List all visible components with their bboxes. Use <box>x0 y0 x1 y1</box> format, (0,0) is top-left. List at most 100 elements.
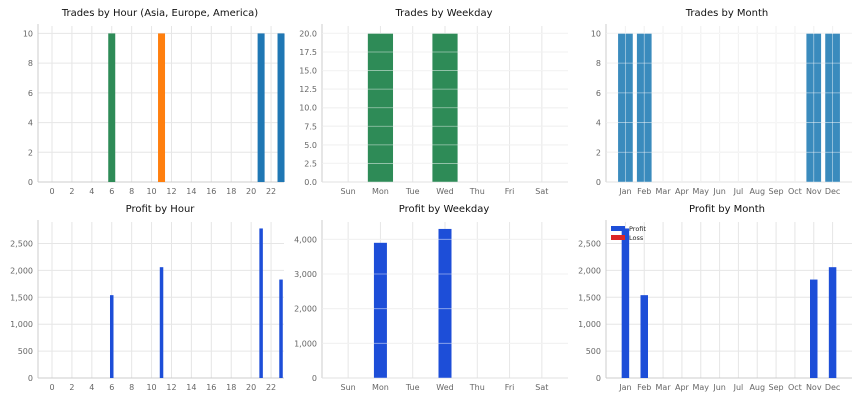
profit-month-title: Profit by Month <box>689 204 765 215</box>
x-tick-label: Jun <box>712 187 726 196</box>
x-tick-label: 4 <box>89 383 94 392</box>
y-tick-label: 500 <box>18 347 33 356</box>
x-tick-label: Sep <box>769 187 784 196</box>
x-tick-label: Aug <box>749 383 765 392</box>
trades-hour-bars <box>108 33 285 182</box>
x-tick-label: Wed <box>436 383 453 392</box>
x-tick-label: Sun <box>341 187 356 196</box>
y-tick-label: 2,000 <box>10 266 33 275</box>
x-tick-label: 10 <box>146 383 156 392</box>
x-tick-label: Apr <box>675 383 690 392</box>
x-tick-label: Jul <box>733 383 744 392</box>
y-tick-label: 2 <box>28 148 33 157</box>
bar <box>279 279 283 378</box>
x-tick-label: Jul <box>733 187 744 196</box>
x-tick-label: 14 <box>186 383 196 392</box>
y-tick-label: 10 <box>23 29 33 38</box>
y-tick-label: 4,000 <box>294 235 317 244</box>
bar <box>108 33 116 182</box>
y-tick-label: 2 <box>596 148 601 157</box>
bar <box>621 228 630 378</box>
x-tick-label: Sun <box>341 383 356 392</box>
y-tick-label: 15.0 <box>299 67 317 76</box>
y-tick-label: 0 <box>596 374 601 383</box>
legend-label: Loss <box>629 234 644 242</box>
x-tick-label: 20 <box>246 187 256 196</box>
y-tick-label: 20.0 <box>299 29 317 38</box>
trades-month-title: Trades by Month <box>685 8 769 19</box>
bar <box>257 33 265 182</box>
x-tick-label: 14 <box>186 187 196 196</box>
x-tick-label: 10 <box>146 187 156 196</box>
bar <box>438 228 452 378</box>
x-tick-label: 16 <box>206 383 216 392</box>
x-tick-label: Oct <box>788 187 802 196</box>
x-tick-label: 2 <box>69 383 74 392</box>
x-tick-label: Jan <box>618 187 631 196</box>
x-tick-label: Wed <box>436 187 453 196</box>
bar <box>159 267 164 378</box>
legend-label: Profit <box>629 225 646 233</box>
y-tick-label: 5.0 <box>304 141 317 150</box>
bar <box>277 33 285 182</box>
x-tick-label: Dec <box>825 383 840 392</box>
x-tick-label: 22 <box>266 187 276 196</box>
x-tick-label: Fri <box>505 187 515 196</box>
bar <box>109 295 114 378</box>
x-tick-label: Jun <box>712 383 726 392</box>
profit-hour-chart: Profit by Hour 0 500 1,000 1,500 2,000 2,500 0 2… <box>10 204 284 392</box>
x-tick-label: Feb <box>637 383 651 392</box>
bar <box>158 33 166 182</box>
bar <box>828 267 837 378</box>
bar <box>373 242 387 378</box>
y-tick-label: 8 <box>596 59 601 68</box>
y-tick-label: 17.5 <box>299 48 317 57</box>
y-tick-label: 2,500 <box>10 240 33 249</box>
x-tick-label: Tue <box>405 187 420 196</box>
x-tick-label: 8 <box>129 187 134 196</box>
x-tick-label: 18 <box>226 187 236 196</box>
x-tick-label: 18 <box>226 383 236 392</box>
x-tick-label: Mar <box>656 383 672 392</box>
y-tick-label: 4 <box>28 119 33 128</box>
y-tick-label: 4 <box>596 119 601 128</box>
y-tick-label: 500 <box>586 347 601 356</box>
x-tick-label: 8 <box>129 383 134 392</box>
x-tick-label: 0 <box>49 383 54 392</box>
y-tick-label: 6 <box>596 89 601 98</box>
profit-month-chart: Profit by Month 0 500 1,000 1,500 2,000 2,500 J… <box>578 204 852 392</box>
x-tick-label: Mar <box>656 187 672 196</box>
x-tick-label: 6 <box>109 187 114 196</box>
trades-hour-chart: Trades by Hour (Asia, Europe, America) 0 2… <box>23 8 285 196</box>
x-tick-label: 16 <box>206 187 216 196</box>
bar <box>810 279 818 378</box>
x-tick-label: 20 <box>246 383 256 392</box>
x-tick-label: 12 <box>166 383 176 392</box>
profit-weekday-bars <box>373 228 452 378</box>
y-tick-label: 1,000 <box>578 320 601 329</box>
y-tick-label: 2,000 <box>294 305 317 314</box>
profit-hour-bars <box>109 228 283 378</box>
y-tick-label: 0.0 <box>304 178 317 187</box>
profit-weekday-title: Profit by Weekday <box>399 204 490 215</box>
y-tick-label: 0 <box>312 374 317 383</box>
trades-weekday-chart: Trades by Weekday 0.0 2.5 5.0 7.5 10.0 12.5 15.… <box>299 8 568 196</box>
x-tick-label: Nov <box>806 187 822 196</box>
trades-hour-title: Trades by Hour (Asia, Europe, America) <box>61 8 258 19</box>
x-tick-label: Mon <box>372 187 389 196</box>
y-tick-label: 2,000 <box>578 266 601 275</box>
bar <box>259 228 263 378</box>
x-tick-label: 6 <box>109 383 114 392</box>
y-tick-label: 1,000 <box>10 320 33 329</box>
y-tick-label: 1,000 <box>294 339 317 348</box>
y-tick-label: 0 <box>28 374 33 383</box>
y-tick-label: 2,500 <box>578 240 601 249</box>
x-tick-label: Jan <box>618 383 631 392</box>
y-tick-label: 7.5 <box>304 122 317 131</box>
x-tick-label: Apr <box>675 187 690 196</box>
y-tick-label: 8 <box>28 59 33 68</box>
y-tick-label: 1,500 <box>10 293 33 302</box>
